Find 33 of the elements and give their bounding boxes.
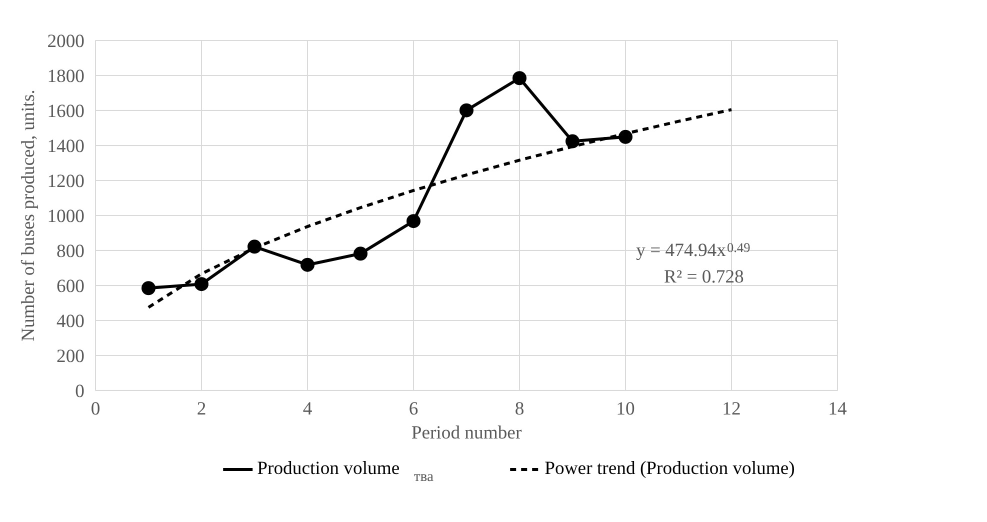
point [142, 281, 156, 296]
x-tick-label: 6 [408, 398, 418, 420]
y-tick-label: 0 [75, 381, 84, 402]
y-tick-label: 200 [56, 346, 84, 367]
y-tick-label: 1600 [47, 101, 84, 122]
x-tick-label: 12 [722, 398, 741, 420]
y-tick-label: 1200 [47, 171, 84, 192]
x-tick-label: 0 [90, 398, 100, 420]
y-tick-label: 400 [56, 311, 84, 332]
point [566, 134, 580, 148]
x-tick-label: 4 [302, 398, 313, 420]
y-tick-label: 1800 [47, 66, 84, 87]
legend-label: Power trend (Production volume) [544, 458, 795, 480]
x-tick-label: 8 [514, 398, 524, 420]
annotation: R² = 0.728 [664, 266, 744, 288]
y-tick-label: 2000 [47, 31, 84, 52]
text: тва [414, 468, 434, 485]
point [406, 214, 420, 228]
point [194, 277, 208, 292]
y-tick-label: 1000 [47, 206, 84, 227]
x-tick-label: 10 [616, 398, 635, 420]
point [300, 258, 314, 272]
y-axis-title: Number of buses produced, units. [18, 90, 40, 342]
x-tick-label: 2 [196, 398, 206, 420]
x-tick-label: 14 [828, 398, 848, 420]
point [460, 103, 474, 118]
y-tick-label: 600 [56, 276, 84, 297]
legend-label: Production volume [257, 458, 400, 480]
y-tick-label: 1400 [47, 136, 84, 157]
point [354, 246, 368, 261]
point [512, 71, 526, 86]
x-axis-title: Period number [411, 422, 522, 444]
y-tick-label: 800 [56, 241, 84, 262]
